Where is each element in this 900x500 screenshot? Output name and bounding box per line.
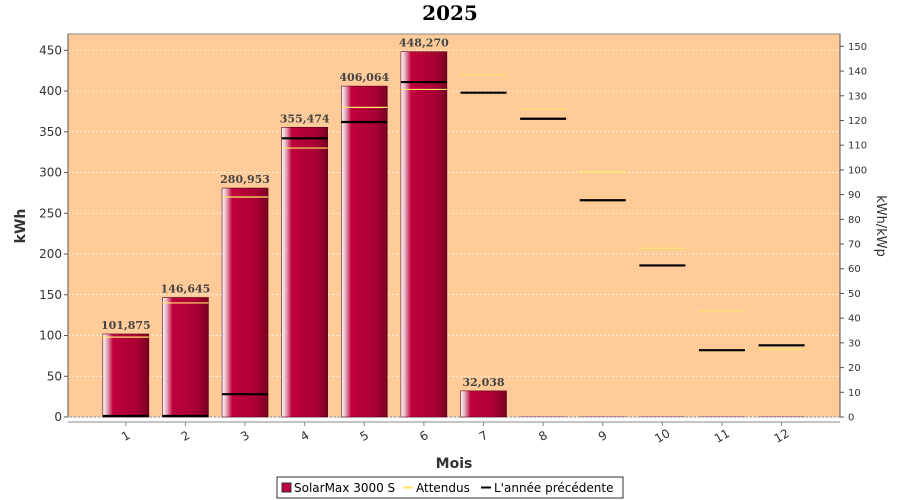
y2-tick-label: 130 [848, 91, 867, 102]
x-tick-label: 1 [119, 428, 133, 444]
bar-month-7 [460, 390, 507, 418]
data-label: 32,038 [462, 376, 504, 389]
y-tick-label: 50 [47, 369, 62, 383]
y2-tick-label: 40 [848, 314, 861, 325]
x-tick-label: 10 [652, 426, 672, 446]
y2-tick-label: 50 [848, 289, 861, 300]
y2-tick-label: 150 [848, 42, 867, 53]
chart-title: 2025 [422, 1, 478, 25]
data-label: 280,953 [220, 173, 270, 186]
x-tick-label: 2 [179, 428, 193, 444]
y2-tick-label: 60 [848, 264, 861, 275]
legend-item-expected: Attendus [416, 481, 470, 495]
legend-item-solarmax: SolarMax 3000 S [294, 481, 395, 495]
x-axis-ticks: 1 2 3 4 5 6 7 8 9 10 11 12 [119, 422, 792, 446]
y2-tick-label: 30 [848, 338, 861, 349]
data-label: 101,875 [101, 319, 151, 332]
legend-item-previous-year: L'année précédente [494, 481, 613, 495]
legend-swatch-bar [281, 482, 292, 493]
bar-month-5 [340, 85, 388, 418]
legend-box [276, 476, 624, 499]
x-tick-label: 8 [536, 428, 550, 444]
bar-month-3 [221, 187, 269, 418]
x-tick-label: 9 [596, 428, 610, 444]
data-label: 448,270 [399, 37, 449, 50]
y-tick-label: 250 [39, 206, 62, 220]
y-tick-label: 400 [39, 84, 62, 98]
y-axis-ticks: 0 50 100 150 200 250 300 350 400 450 [39, 43, 68, 424]
data-label: 355,474 [280, 112, 330, 125]
data-label: 146,645 [161, 282, 211, 295]
x-tick-label: 11 [712, 426, 732, 446]
marker-series [102, 74, 805, 418]
bar-month-1 [102, 333, 150, 418]
y2-tick-label: 120 [848, 116, 867, 127]
y2-tick-label: 140 [848, 67, 867, 78]
data-label: 406,064 [339, 71, 389, 84]
y-tick-label: 300 [39, 166, 62, 180]
y-tick-label: 200 [39, 247, 62, 261]
y2-tick-label: 20 [848, 363, 861, 374]
bar-series [102, 51, 805, 418]
y2-tick-label: 70 [848, 240, 861, 251]
y2-tick-label: 10 [848, 388, 861, 399]
bar-month-4 [281, 127, 328, 418]
legend: SolarMax 3000 S Attendus L'année précéde… [276, 476, 624, 499]
y2-tick-label: 100 [848, 165, 867, 176]
x-tick-label: 5 [357, 428, 371, 444]
bar-month-2 [162, 297, 209, 418]
data-labels: 101,875 146,645 280,953 355,474 406,064 448,2… [101, 37, 505, 389]
x-tick-label: 6 [417, 428, 431, 444]
y-axis-label: kWh [13, 209, 29, 244]
x-tick-label: 7 [477, 428, 491, 444]
x-tick-label: 12 [771, 426, 791, 446]
y-tick-label: 150 [39, 288, 62, 302]
y2-tick-label: 0 [848, 413, 854, 424]
bar-month-6 [400, 51, 448, 418]
y2-tick-label: 90 [848, 190, 861, 201]
y-tick-label: 0 [54, 410, 62, 424]
x-tick-label: 3 [238, 428, 252, 444]
x-tick-label: 4 [298, 428, 312, 444]
x-axis-label: Mois [436, 456, 473, 472]
y2-axis-label: kWh/kWp [873, 195, 888, 257]
y2-axis-ticks: 0 10 20 30 40 50 60 70 80 90 100 110 120 130 140 150 [840, 42, 867, 424]
y-tick-label: 350 [39, 125, 62, 139]
y2-tick-label: 80 [848, 215, 861, 226]
y-tick-label: 450 [39, 43, 62, 57]
y-tick-label: 100 [39, 329, 62, 343]
y2-tick-label: 110 [848, 141, 867, 152]
